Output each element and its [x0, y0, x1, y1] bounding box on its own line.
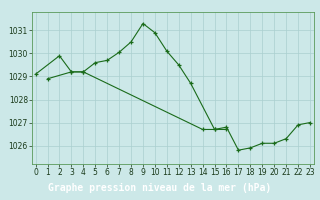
Text: Graphe pression niveau de la mer (hPa): Graphe pression niveau de la mer (hPa) [48, 183, 272, 193]
